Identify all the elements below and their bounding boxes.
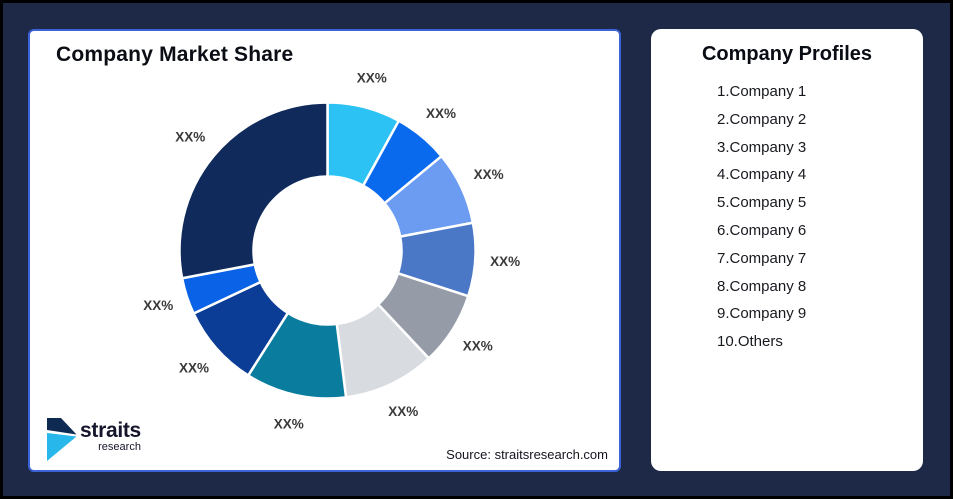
list-item: 3.Company 3 [717,138,807,156]
list-item: 4.Company 4 [717,166,807,184]
logo-brand-text: straits [80,419,141,442]
straits-logo-icon [47,418,77,461]
logo-icon-cyan-shape [47,433,77,461]
slice-percent-label: XX% [357,71,387,86]
donut-slice [178,101,329,280]
slice-percent-label: XX% [179,361,209,376]
slice-percent-label: XX% [490,254,520,269]
slice-percent-label: XX% [426,106,456,121]
slice-percent-label: XX% [175,130,205,145]
company-profiles-card: Company Profiles 1.Company 1 2.Company 2… [651,29,923,471]
profiles-title: Company Profiles [701,43,873,65]
logo-sub-text: research [98,441,141,453]
slice-percent-label: XX% [143,298,173,313]
logo-icon-navy-shape [47,418,77,435]
source-note: Source: straitsresearch.com [446,447,608,462]
market-share-card: Company Market Share XX% XX% XX% XX% XX% XX% X… [28,29,621,472]
slice-percent-label: XX% [274,417,304,432]
slice-percent-label: XX% [463,338,493,353]
list-item: 8.Company 8 [717,277,807,295]
slice-percent-label: XX% [388,404,418,419]
company-profiles-list: 1.Company 1 2.Company 2 3.Company 3 4.Co… [717,78,806,356]
chart-title: Company Market Share [56,43,294,66]
list-item: 9.Company 9 [717,305,807,323]
list-item: 10.Others [717,333,783,351]
straits-research-logo: straits research [47,418,141,462]
list-item: 7.Company 7 [717,249,807,267]
donut-chart: XX% XX% XX% XX% XX% XX% XX% XX% XX% XX% [143,71,520,432]
logo-text: straits research [80,420,141,453]
list-item: 5.Company 5 [717,194,807,212]
list-item: 6.Company 6 [717,221,807,239]
list-item: 2.Company 2 [717,110,807,128]
slice-percent-label: XX% [474,167,504,182]
list-item: 1.Company 1 [717,83,807,100]
